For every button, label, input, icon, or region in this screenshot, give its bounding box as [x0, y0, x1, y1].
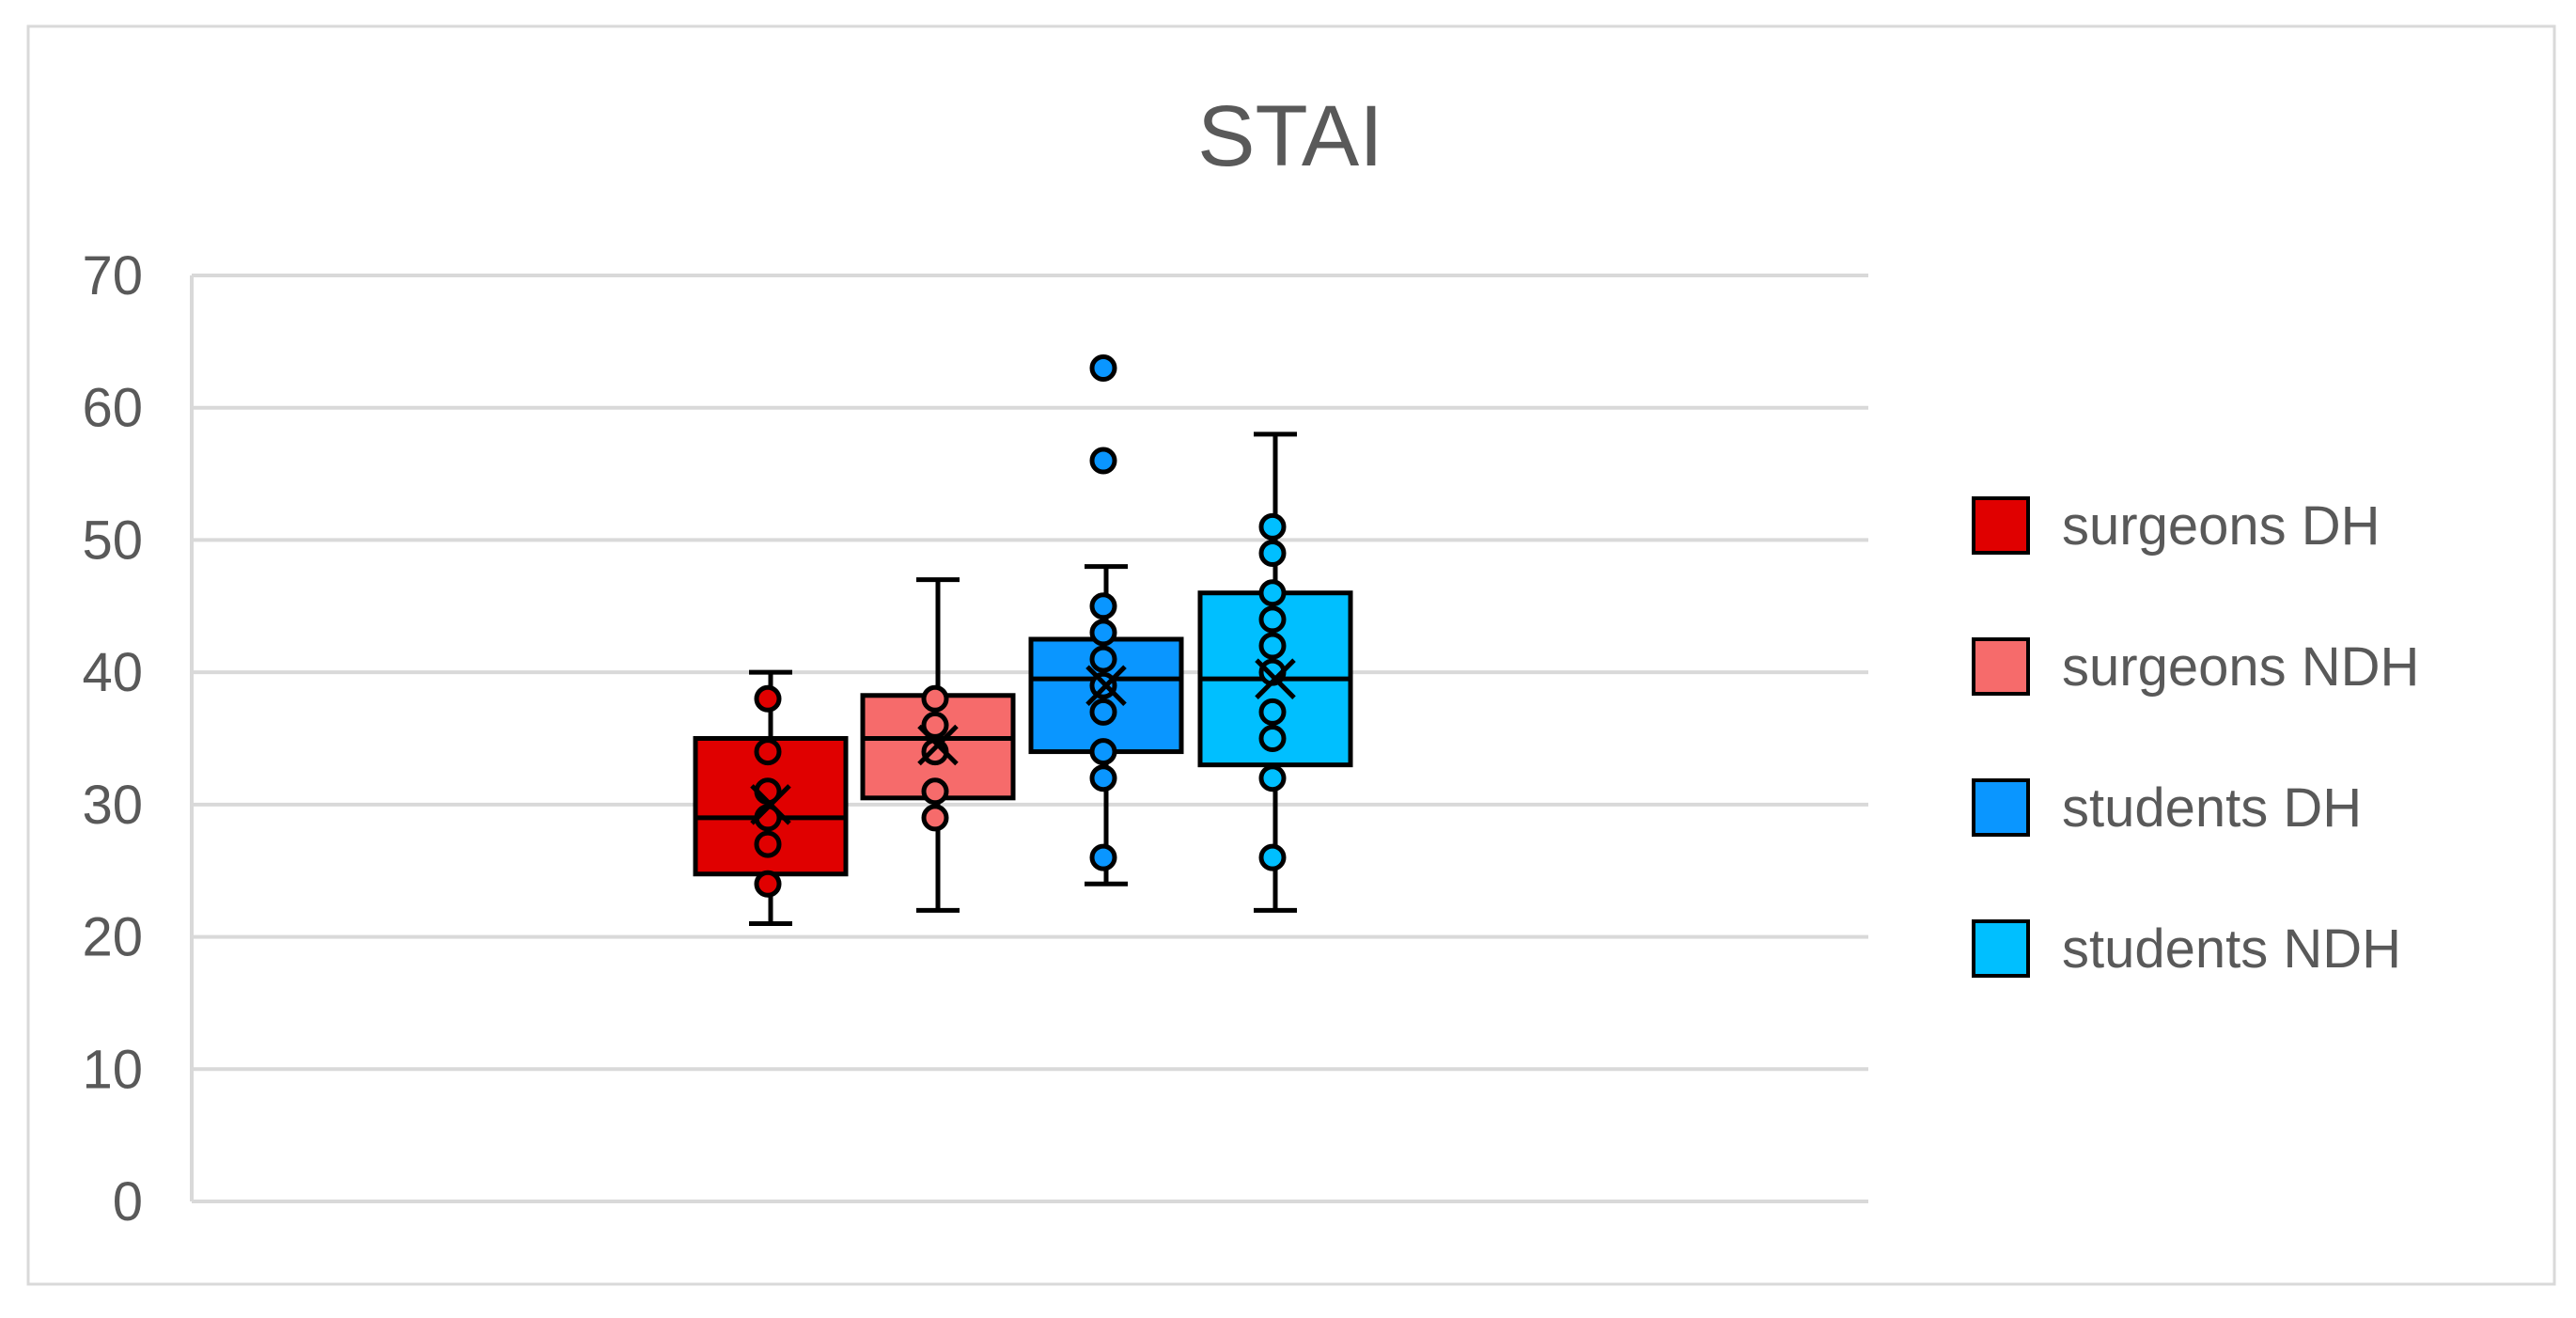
data-point	[1089, 619, 1117, 647]
mean-marker-stroke	[917, 724, 959, 766]
mean-marker	[917, 724, 959, 766]
box-students-dh	[1028, 354, 1184, 887]
y-axis: 0 10 20 30 40 50 60 70	[82, 245, 194, 1232]
legend-swatch	[1972, 496, 2030, 555]
data-point	[1258, 764, 1287, 792]
data-point	[1258, 512, 1287, 541]
box-surgeons-ndh	[860, 577, 1016, 913]
legend-label: surgeons NDH	[2062, 636, 2419, 698]
data-point	[1089, 698, 1117, 726]
mean-marker	[1255, 658, 1296, 699]
data-point	[754, 738, 782, 766]
mean-marker-stroke	[1255, 658, 1296, 699]
legend: surgeons DH surgeons NDH students DH studen…	[1972, 495, 2419, 980]
data-point	[754, 684, 782, 713]
legend-swatch	[1972, 919, 2030, 978]
legend-label: surgeons DH	[2062, 495, 2380, 557]
legend-item-students-dh: students DH	[1972, 777, 2362, 839]
y-tick-label-10: 10	[82, 1039, 143, 1100]
data-point	[1258, 843, 1287, 871]
data-point	[1089, 764, 1117, 792]
legend-swatch	[1972, 637, 2030, 696]
data-point	[1089, 592, 1117, 620]
mean-marker	[1085, 665, 1127, 706]
data-point	[1089, 354, 1117, 382]
legend-swatch	[1972, 778, 2030, 837]
legend-item-surgeons-ndh: surgeons NDH	[1972, 636, 2419, 698]
mean-marker-stroke	[1085, 665, 1127, 706]
legend-label: students DH	[2062, 777, 2362, 839]
data-point	[1089, 447, 1117, 475]
data-point	[1258, 698, 1287, 726]
data-point	[1258, 540, 1287, 567]
legend-item-surgeons-dh: surgeons DH	[1972, 495, 2380, 557]
data-point	[1258, 632, 1287, 660]
data-point	[754, 870, 782, 898]
data-point	[1258, 579, 1287, 607]
y-tick-label-0: 0	[113, 1171, 143, 1232]
legend-item-students-ndh: students NDH	[1972, 918, 2401, 980]
y-tick-label-70: 70	[82, 245, 143, 306]
data-point	[1258, 605, 1287, 634]
box-students-ndh	[1197, 431, 1353, 913]
data-point	[1089, 645, 1117, 673]
data-point	[1089, 738, 1117, 766]
y-tick-label-60: 60	[82, 378, 143, 439]
y-tick-label-30: 30	[82, 775, 143, 836]
mean-marker-stroke	[750, 784, 791, 825]
box-surgeons-dh	[693, 669, 849, 926]
y-tick-label-40: 40	[82, 642, 143, 703]
mean-marker	[750, 784, 791, 825]
legend-label: students NDH	[2062, 918, 2401, 980]
y-tick-label-20: 20	[82, 907, 143, 968]
data-point	[1089, 843, 1117, 871]
data-point	[921, 711, 949, 739]
data-point	[921, 684, 949, 713]
data-point	[921, 777, 949, 806]
box-series	[693, 354, 1353, 926]
chart-title: STAI	[1197, 88, 1383, 184]
data-point	[921, 804, 949, 832]
data-point	[754, 830, 782, 858]
data-point	[1258, 725, 1287, 752]
y-tick-label-50: 50	[82, 510, 143, 571]
